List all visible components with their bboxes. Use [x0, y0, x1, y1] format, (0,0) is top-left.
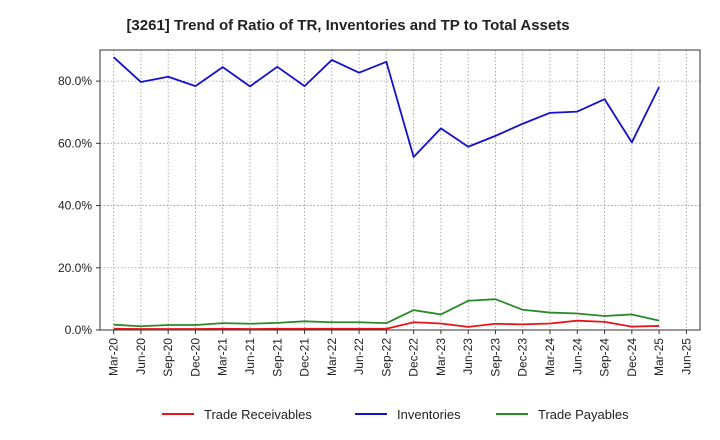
legend: Trade Receivables Inventories Trade Payabl… — [162, 407, 629, 422]
legend-label-trade-receivables: Trade Receivables — [204, 407, 312, 422]
x-tick-label: Sep-24 — [598, 338, 612, 377]
x-tick-label: Mar-21 — [216, 338, 230, 376]
x-tick-label: Jun-23 — [461, 338, 475, 375]
x-tick-label: Sep-21 — [270, 338, 284, 377]
x-tick-label: Dec-20 — [188, 338, 202, 377]
series-line-inventories — [113, 56, 660, 158]
x-tick-label: Jun-24 — [570, 338, 584, 375]
x-tick-label: Mar-25 — [652, 338, 666, 376]
x-tick-label: Sep-23 — [488, 338, 502, 377]
x-tick-label: Sep-20 — [161, 338, 175, 377]
x-tick-label: Mar-24 — [543, 338, 557, 376]
x-axis: Mar-20 Jun-20 Sep-20 Dec-20 Mar-21 Jun-21 Sep-… — [107, 330, 693, 377]
grid — [100, 50, 700, 331]
legend-label-inventories: Inventories — [397, 407, 461, 422]
x-tick-label: Jun-25 — [679, 338, 693, 375]
series-line-trade-payables — [113, 298, 660, 328]
plot-area — [100, 50, 700, 330]
series-line-trade-receivables — [113, 319, 660, 330]
x-tick-label: Jun-21 — [243, 338, 257, 375]
legend-label-trade-payables: Trade Payables — [538, 407, 629, 422]
x-tick-label: Dec-22 — [407, 338, 421, 377]
series-group — [113, 56, 660, 330]
y-axis: 0.0% 20.0% 40.0% 60.0% 80.0% — [58, 74, 100, 337]
x-tick-label: Dec-21 — [298, 338, 312, 377]
x-tick-label: Mar-22 — [325, 338, 339, 376]
y-tick-label: 60.0% — [58, 136, 92, 150]
axes — [99, 49, 701, 331]
x-tick-label: Dec-24 — [625, 338, 639, 377]
chart-title: [3261] Trend of Ratio of TR, Inventories… — [126, 17, 569, 34]
x-tick-label: Mar-23 — [434, 338, 448, 376]
x-tick-label: Mar-20 — [107, 338, 121, 376]
plot-frame — [99, 49, 701, 331]
x-tick-label: Jun-22 — [352, 338, 366, 375]
y-tick-label: 0.0% — [65, 323, 93, 337]
x-tick-label: Sep-22 — [379, 338, 393, 377]
y-tick-label: 40.0% — [58, 199, 92, 213]
x-tick-label: Jun-20 — [134, 338, 148, 375]
y-tick-label: 80.0% — [58, 74, 92, 88]
y-tick-label: 20.0% — [58, 261, 92, 275]
x-tick-label: Dec-23 — [516, 338, 530, 377]
